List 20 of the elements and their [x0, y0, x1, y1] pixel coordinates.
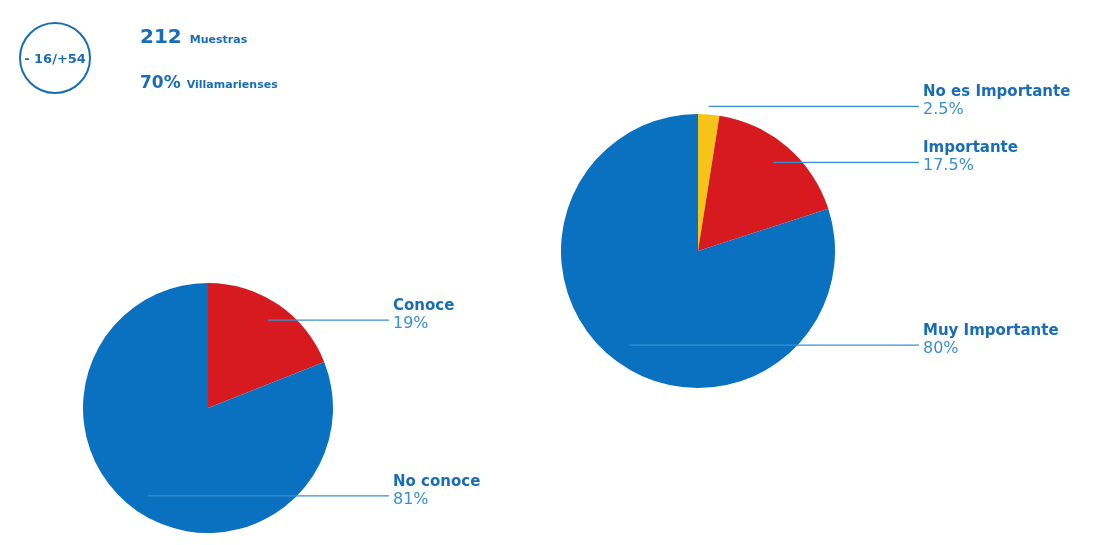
- slice-label: Conoce: [393, 296, 455, 315]
- slice-label: Muy Importante: [923, 321, 1059, 340]
- data-label: 81%: [393, 488, 429, 508]
- slice-label: No es Importante: [923, 82, 1071, 101]
- pie-slice: [208, 283, 325, 408]
- slice-label: No conoce: [393, 471, 481, 490]
- pie-slice: [83, 283, 333, 533]
- data-label: 17.5%: [923, 155, 974, 175]
- text: Muestras: [189, 33, 248, 46]
- pie-slice: [698, 114, 720, 251]
- text: 212: [140, 24, 182, 48]
- data-label: 80%: [923, 338, 959, 358]
- data-label: 19%: [393, 313, 429, 333]
- data-label: 2.5%: [923, 99, 964, 119]
- pie-slice: [698, 115, 829, 251]
- text: Villamarienses: [186, 78, 279, 91]
- text: - 16/+54: [24, 51, 86, 66]
- slice-label: Importante: [923, 138, 1018, 157]
- pie-slice: [561, 114, 835, 388]
- text: 70%: [140, 72, 181, 92]
